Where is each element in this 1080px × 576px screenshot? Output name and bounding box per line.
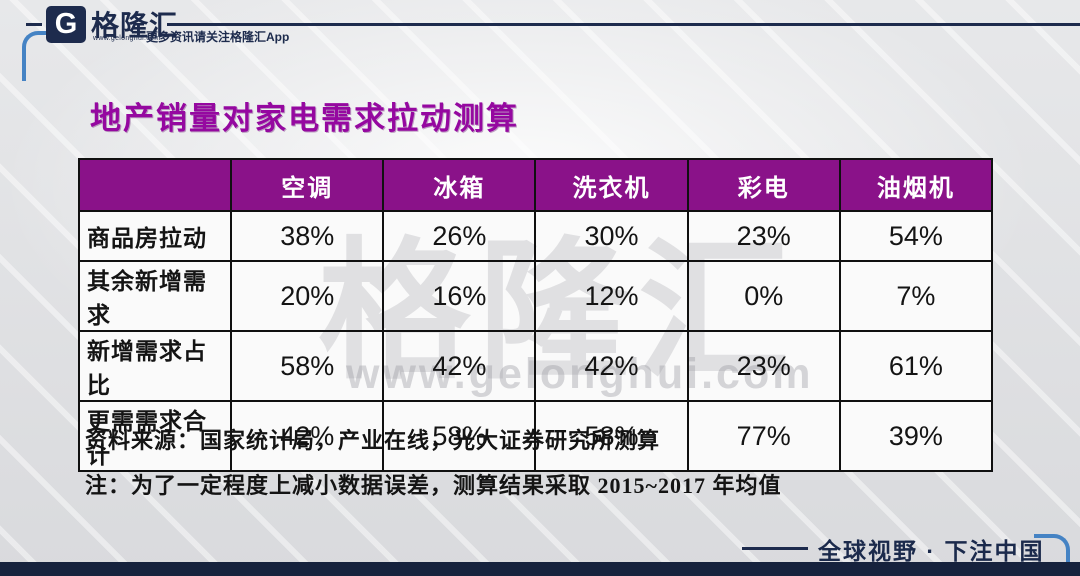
brand-url: www.gelonghui.com xyxy=(93,35,161,42)
value-cell: 23% xyxy=(686,330,841,402)
table-row: 新增需求占比 58% 42% 42% 23% 61% xyxy=(77,330,994,402)
value-cell: 77% xyxy=(686,400,841,472)
value-cell: 26% xyxy=(382,210,537,262)
footer-rule xyxy=(742,547,808,550)
row-label-cell: 新增需求占比 xyxy=(77,330,233,402)
corner-header-cell xyxy=(77,158,233,212)
gelonghui-logo-icon: G xyxy=(46,6,86,43)
demand-table: 空调 冰箱 洗衣机 彩电 油烟机 商品房拉动 38% 26% 30% 23% 54% 其余新增需求 2… xyxy=(77,158,994,472)
value-cell: 54% xyxy=(838,210,994,262)
value-cell: 61% xyxy=(838,330,994,402)
value-cell: 7% xyxy=(838,260,994,332)
column-header-cell: 空调 xyxy=(230,158,385,212)
table-body: 商品房拉动 38% 26% 30% 23% 54% 其余新增需求 20% 16% 12% 0% 7% 新… xyxy=(77,210,994,472)
header-rule-left-dash xyxy=(26,23,42,26)
value-cell: 42% xyxy=(230,400,385,472)
table-row: 商品房拉动 38% 26% 30% 23% 54% xyxy=(77,210,994,262)
brand-tagline: 更多资讯请关注格隆汇App xyxy=(146,30,290,44)
value-cell: 58% xyxy=(230,330,385,402)
corner-bracket-top-left xyxy=(22,31,54,81)
header-rule xyxy=(167,23,1080,26)
page-title: 地产销量对家电需求拉动测算 xyxy=(90,101,519,136)
value-cell: 58% xyxy=(382,400,537,472)
value-cell: 20% xyxy=(230,260,385,332)
value-cell: 0% xyxy=(686,260,841,332)
column-header-cell: 洗衣机 xyxy=(534,158,689,212)
value-cell: 30% xyxy=(534,210,689,262)
table-row: 其余新增需求 20% 16% 12% 0% 7% xyxy=(77,260,994,332)
row-label-cell: 商品房拉动 xyxy=(77,210,233,262)
table-header: 空调 冰箱 洗衣机 彩电 油烟机 xyxy=(77,158,994,212)
column-header-cell: 冰箱 xyxy=(382,158,537,212)
brand-name: 格隆汇 xyxy=(91,10,179,41)
table-row: 更需需求合计 42% 58% 58% 77% 39% xyxy=(77,400,994,472)
column-header-cell: 彩电 xyxy=(686,158,841,212)
value-cell: 23% xyxy=(686,210,841,262)
row-label-cell: 更需需求合计 xyxy=(77,400,233,472)
column-header-cell: 油烟机 xyxy=(838,158,994,212)
demand-table-wrap: 格隆汇 www.gelonghui.com 空调 冰箱 洗衣机 彩电 油烟机 商品房拉动… xyxy=(77,158,994,472)
value-cell: 12% xyxy=(534,260,689,332)
header-row: 空调 冰箱 洗衣机 彩电 油烟机 xyxy=(77,158,994,212)
value-cell: 58% xyxy=(534,400,689,472)
row-label-cell: 其余新增需求 xyxy=(77,260,233,332)
footer-slogan: 全球视野 · 下注中国 xyxy=(818,538,1045,564)
value-cell: 42% xyxy=(382,330,537,402)
value-cell: 38% xyxy=(230,210,385,262)
method-note: 注：为了一定程度上减小数据误差，测算结果采取 2015~2017 年均值 xyxy=(85,473,782,498)
corner-bracket-bottom-right xyxy=(1034,534,1070,574)
value-cell: 42% xyxy=(534,330,689,402)
footer-bar xyxy=(0,562,1080,576)
value-cell: 16% xyxy=(382,260,537,332)
value-cell: 39% xyxy=(838,400,994,472)
